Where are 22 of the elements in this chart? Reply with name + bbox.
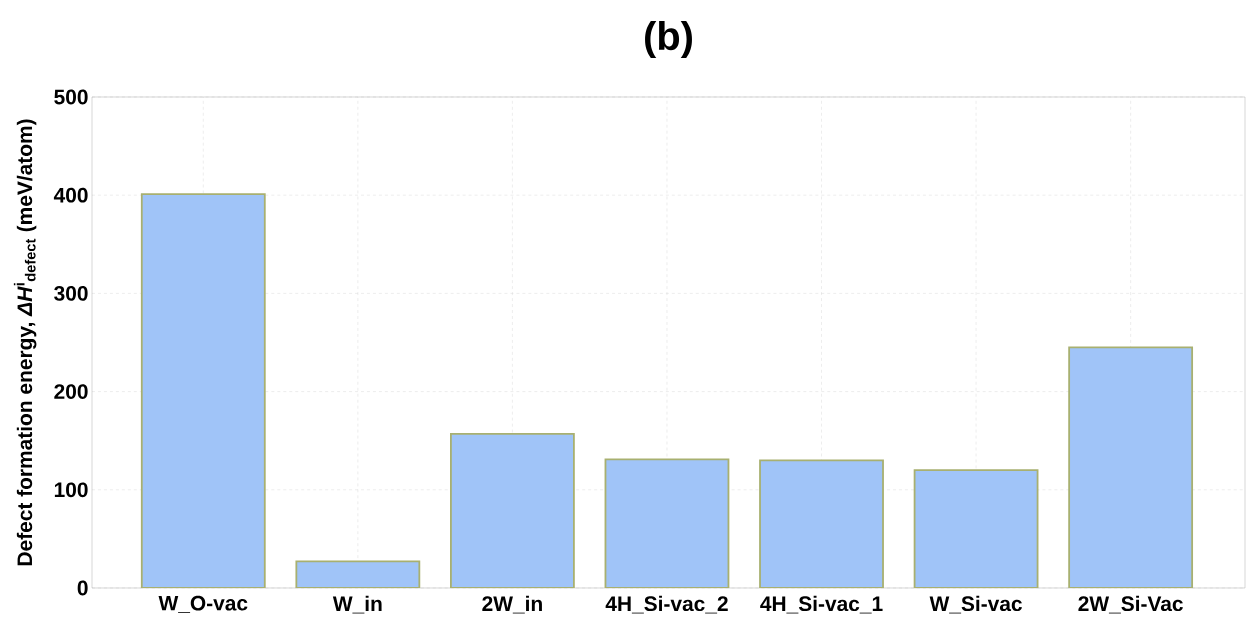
y-tick-label: 500: [54, 89, 88, 105]
bar: [914, 470, 1038, 588]
y-tick-label: 400: [53, 187, 88, 203]
y-tick-label: 0: [77, 580, 88, 596]
bar: [450, 433, 574, 588]
x-tick-label: 4H_Si-vac_2: [605, 595, 728, 614]
y-tick-label: 300: [54, 285, 88, 301]
x-tick-label: 2W_in: [482, 595, 542, 614]
bar: [141, 194, 265, 588]
x-tick-label: W_Si-vac: [929, 595, 1022, 614]
x-tick-label: 2W_Si-Vac: [1078, 595, 1183, 614]
bar: [1068, 346, 1194, 588]
x-tick-label: W_in: [332, 595, 382, 614]
bar: [296, 561, 420, 588]
y-axis-title: Defect formation energy, ΔH$^{i}$$_{defect}$ (meV/atom): [13, 119, 37, 566]
chart-title: (b): [645, 20, 692, 59]
x-tick-label: W_O-vac: [158, 595, 248, 613]
bar: [605, 459, 729, 588]
y-tick-label: 100: [54, 482, 88, 498]
x-tick-label: 4H_Si-vac_1: [760, 595, 883, 614]
y-tick-label: 200: [54, 384, 88, 399]
bar: [760, 460, 884, 588]
